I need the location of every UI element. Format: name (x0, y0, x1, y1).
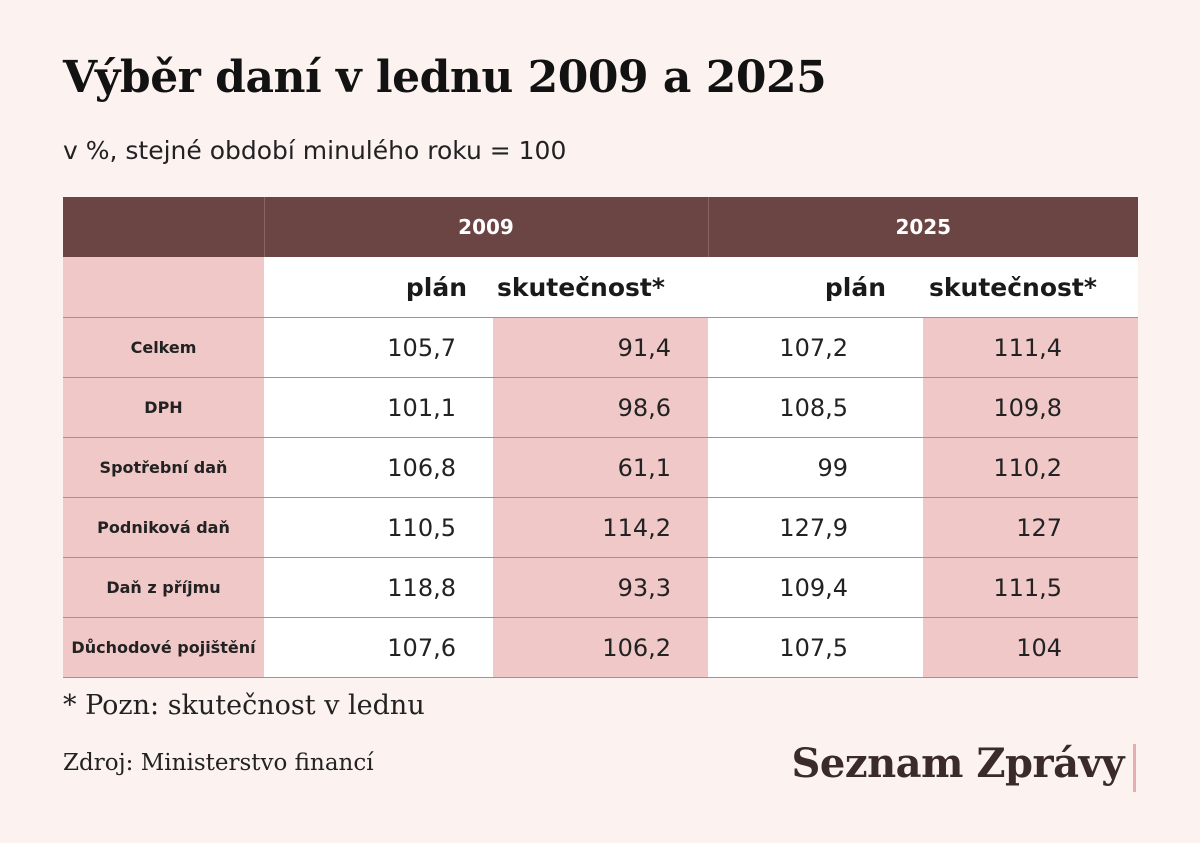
cell-plan-2025: 127,9 (708, 497, 924, 558)
cell-plan-2009: 110,5 (264, 497, 493, 558)
row-label: Daň z příjmu (63, 557, 264, 618)
table-row: Spotřební daň 106,8 61,1 99 110,2 (63, 437, 1139, 498)
cell-actual-2025: 127 (923, 497, 1139, 558)
cell-plan-2009: 118,8 (264, 557, 493, 618)
column-header-plan-2025: plán (708, 257, 924, 318)
table-row: Důchodové pojištění 107,6 106,2 107,5 104 (63, 617, 1139, 678)
cell-actual-2009: 114,2 (493, 497, 709, 558)
cell-plan-2009: 107,6 (264, 617, 493, 678)
tax-table: 2009 2025 plán skutečnost* plán skutečno… (63, 197, 1139, 678)
cell-plan-2025: 99 (708, 437, 924, 498)
column-header-plan-2009: plán (264, 257, 493, 318)
cell-actual-2025: 111,5 (923, 557, 1139, 618)
cell-actual-2025: 110,2 (923, 437, 1139, 498)
row-label: Podniková daň (63, 497, 264, 558)
cell-plan-2009: 105,7 (264, 317, 493, 378)
cell-actual-2009: 106,2 (493, 617, 709, 678)
source-note: Zdroj: Ministerstvo financí (63, 750, 374, 776)
table-row: Daň z příjmu 118,8 93,3 109,4 111,5 (63, 557, 1139, 618)
cell-actual-2025: 104 (923, 617, 1139, 678)
cell-plan-2025: 107,2 (708, 317, 924, 378)
seznam-zpravy-logo: Seznam Zprávy (791, 740, 1125, 787)
table-row: DPH 101,1 98,6 108,5 109,8 (63, 377, 1139, 438)
cell-actual-2009: 93,3 (493, 557, 709, 618)
table-row: Podniková daň 110,5 114,2 127,9 127 (63, 497, 1139, 558)
cell-plan-2025: 108,5 (708, 377, 924, 438)
year-header-2009: 2009 (263, 197, 709, 257)
cell-plan-2025: 107,5 (708, 617, 924, 678)
row-label: Celkem (63, 317, 264, 378)
table-row: Celkem 105,7 91,4 107,2 111,4 (63, 317, 1139, 378)
column-header-empty (63, 257, 264, 318)
cell-plan-2009: 106,8 (264, 437, 493, 498)
row-label: DPH (63, 377, 264, 438)
row-label: Důchodové pojištění (63, 617, 264, 678)
cell-plan-2025: 109,4 (708, 557, 924, 618)
year-header-empty (63, 197, 264, 257)
cell-actual-2009: 98,6 (493, 377, 709, 438)
cell-actual-2025: 109,8 (923, 377, 1139, 438)
footnote: * Pozn: skutečnost v lednu (63, 690, 425, 721)
column-header-actual-2009: skutečnost* (493, 257, 709, 318)
chart-subtitle: v %, stejné období minulého roku = 100 (63, 136, 567, 165)
year-header-row: 2009 2025 (63, 197, 1139, 257)
cell-plan-2009: 101,1 (264, 377, 493, 438)
cell-actual-2009: 61,1 (493, 437, 709, 498)
chart-title: Výběr daní v lednu 2009 a 2025 (63, 52, 827, 103)
logo-accent-bar (1133, 744, 1136, 792)
year-header-2025: 2025 (707, 197, 1139, 257)
column-header-row: plán skutečnost* plán skutečnost* (63, 257, 1139, 318)
column-header-actual-2025: skutečnost* (923, 257, 1139, 318)
cell-actual-2025: 111,4 (923, 317, 1139, 378)
row-label: Spotřební daň (63, 437, 264, 498)
cell-actual-2009: 91,4 (493, 317, 709, 378)
